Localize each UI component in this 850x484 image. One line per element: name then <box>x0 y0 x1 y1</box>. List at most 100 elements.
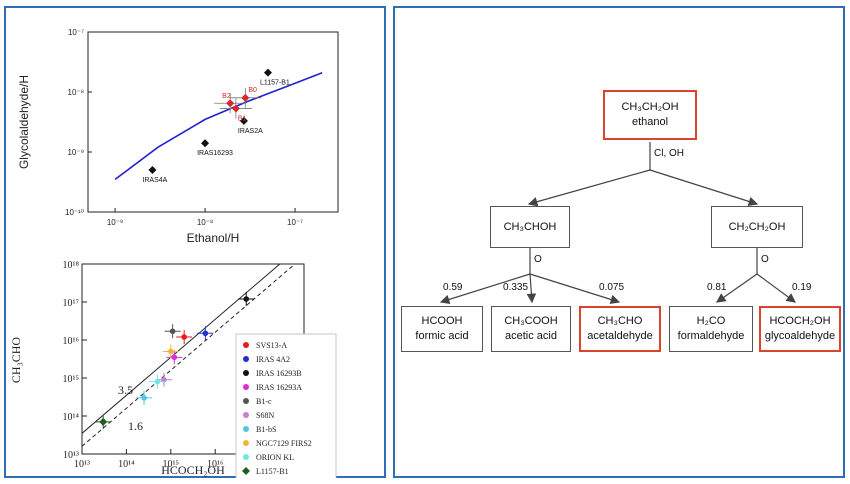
glycolaldehyde-vs-ethanol-chart: 10⁻⁹ 10⁻⁸ 10⁻⁷ 10⁻¹⁰ 10⁻⁹ 10⁻⁸ 10⁻⁷ IRAS4A IRAS… <box>17 28 339 245</box>
legend-label: ORION KL <box>256 453 294 462</box>
reaction-diagram-panel: CH₃CH₂OH ethanol Cl, OH CH₃CHOH CH₂CH₂OH… <box>393 6 845 478</box>
ratio-label-1.6: 1.6 <box>128 419 143 433</box>
legend-box <box>235 333 337 478</box>
legend-marker <box>243 370 249 376</box>
legend-label: B1-bS <box>256 425 276 434</box>
hcoch2oh-node: HCOCH₂OH glycoaldehyde <box>759 306 841 352</box>
ch3choh-formula: CH₃CHOH <box>503 220 557 233</box>
bottom-y-tick-label: 10¹³ <box>63 450 79 461</box>
hcooh-node: HCOOH formic acid <box>401 306 483 352</box>
bottom-x-tick-label: 10¹⁵ <box>163 459 179 470</box>
ethanol-node: CH₃CH₂OH ethanol <box>603 90 697 140</box>
ethanol-formula: CH₃CH₂OH <box>621 101 679 114</box>
bottom-x-tick-label: 10¹³ <box>74 459 90 470</box>
arrow-to-ch3cooh <box>526 273 537 304</box>
model-curve <box>114 71 323 181</box>
top-point <box>239 116 248 125</box>
arrow-to-ch2ch2oh <box>649 169 759 207</box>
ratio-ch3cho: 0.075 <box>599 282 625 293</box>
ethanol-name: ethanol <box>631 116 669 128</box>
legend-marker <box>243 440 249 446</box>
top-point <box>231 104 240 113</box>
bottom-point <box>141 395 147 401</box>
hcoch2oh-name: glycoaldehyde <box>764 330 836 342</box>
arrow-to-ch3cho <box>529 273 621 305</box>
top-point <box>263 68 272 77</box>
bottom-point <box>99 417 108 426</box>
legend-marker <box>242 467 250 475</box>
legend-marker <box>243 356 249 362</box>
legend-marker <box>243 454 249 460</box>
top-point-label: B2 <box>222 93 231 100</box>
top-x-tick-label: 10⁻⁹ <box>107 218 124 227</box>
legend-label: S68N <box>256 411 274 420</box>
bottom-y-tick-label: 10¹⁶ <box>63 336 80 347</box>
legend-label: IRAS 16293B <box>256 369 302 378</box>
legend-marker <box>243 426 249 432</box>
ch3cho-vs-hcoch2oh-chart: 10¹³10¹³10¹⁴10¹⁴10¹⁵10¹⁵10¹⁶10¹⁶10¹⁷10¹⁷… <box>9 260 337 478</box>
top-point <box>241 93 250 102</box>
bottom-point <box>169 328 176 335</box>
top-plot-frame <box>87 31 339 213</box>
top-point <box>148 166 157 175</box>
h2co-formula: H₂CO <box>696 315 726 328</box>
ch3cho-name: acetaldehyde <box>587 330 653 342</box>
arrow-to-ch3choh <box>527 169 651 207</box>
ch2ch2oh-formula: CH₂CH₂OH <box>728 220 786 233</box>
bottom-point <box>202 330 209 337</box>
ratio-line-3.5 <box>82 264 281 434</box>
bottom-x-tick-label: 10¹⁶ <box>207 459 224 470</box>
top-point-label: IRAS4A <box>142 177 167 184</box>
bottom-y-axis-label: CH₃CHO <box>9 337 23 384</box>
bottom-point <box>243 296 250 302</box>
hcooh-name: formic acid <box>415 330 469 342</box>
root-edge-label: Cl, OH <box>654 148 684 159</box>
bottom-y-tick-label: 10¹⁴ <box>63 412 80 423</box>
ratio-ch3cooh: 0.335 <box>503 282 529 293</box>
reaction-arrows <box>439 142 796 305</box>
top-y-tick-label: 10⁻⁸ <box>68 88 85 97</box>
top-point-label: IRAS16293 <box>197 150 233 157</box>
top-point <box>226 99 235 108</box>
bottom-point <box>171 354 178 361</box>
legend-marker <box>243 384 249 390</box>
legend-marker <box>243 342 249 348</box>
ratio-h2co: 0.81 <box>707 282 727 293</box>
top-x-tick-label: 10⁻⁷ <box>287 218 303 227</box>
arrow-to-hcooh <box>439 273 531 305</box>
top-y-axis-label: Glycolaldehyde/H <box>17 75 31 169</box>
mid-left-edge-label: O <box>534 254 542 265</box>
top-y-tick-label: 10⁻⁹ <box>67 148 84 157</box>
top-y-tick-label: 10⁻⁷ <box>68 28 84 37</box>
bottom-point <box>154 378 161 385</box>
ch3cooh-name: acetic acid <box>505 330 557 342</box>
h2co-node: H₂CO formaldehyde <box>669 306 753 352</box>
legend-marker <box>243 398 249 404</box>
top-point-label: IRAS2A <box>238 128 263 135</box>
bottom-y-tick-label: 10¹⁵ <box>63 374 79 385</box>
top-y-tick-label: 10⁻¹⁰ <box>65 208 84 217</box>
legend-label: L1157-B1 <box>256 467 289 476</box>
top-point <box>201 139 210 148</box>
hcoch2oh-formula: HCOCH₂OH <box>769 315 831 328</box>
top-point-label: B0 <box>248 87 257 94</box>
bottom-x-tick-label: 10¹⁴ <box>118 459 135 470</box>
bottom-legend: SVS13-A IRAS 4A2 IRAS 16293B IRAS 16293A B1-… <box>235 333 337 478</box>
ch3cho-node: CH₃CHO acetaldehyde <box>579 306 661 352</box>
legend-label: SVS13-A <box>256 341 287 350</box>
hcooh-formula: HCOOH <box>421 315 463 328</box>
arrow-to-hcoch2oh <box>756 273 796 303</box>
ch3cho-formula: CH₃CHO <box>597 315 643 328</box>
ratio-hcooh: 0.59 <box>443 282 463 293</box>
arrow-to-h2co <box>716 273 758 303</box>
legend-marker <box>243 412 249 418</box>
bottom-point <box>161 376 167 383</box>
top-x-axis-label: Ethanol/H <box>187 231 240 245</box>
charts-panel: 10⁻⁹ 10⁻⁸ 10⁻⁷ 10⁻¹⁰ 10⁻⁹ 10⁻⁸ 10⁻⁷ IRAS4A IRAS… <box>4 6 386 478</box>
bottom-point <box>168 348 174 355</box>
legend-label: NGC7129 FIRS2 <box>256 439 312 448</box>
ch3cooh-node: CH₃COOH acetic acid <box>491 306 571 352</box>
top-point-label: B1 <box>238 116 247 123</box>
bottom-point <box>181 334 187 340</box>
top-point-label: L1157-B1 <box>260 80 290 87</box>
